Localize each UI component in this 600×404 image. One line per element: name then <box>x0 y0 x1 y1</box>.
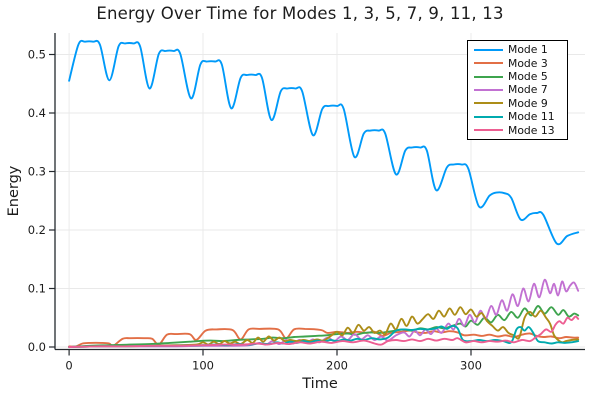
legend-line-sample <box>474 115 503 118</box>
x-tick-label: 100 <box>192 359 214 373</box>
y-tick-label: 0.5 <box>28 48 46 62</box>
x-tick-label: 200 <box>326 359 348 373</box>
legend-item-mode-3: Mode 3 <box>468 57 567 70</box>
legend-label: Mode 11 <box>508 110 555 124</box>
legend-item-mode-7: Mode 7 <box>468 83 567 96</box>
legend-line-sample <box>474 102 503 105</box>
legend: Mode 1 Mode 3 Mode 5 Mode 7 Mode 9 Mode … <box>467 40 568 140</box>
series-line-mode-13 <box>68 315 580 348</box>
legend-label: Mode 9 <box>508 96 548 110</box>
x-axis-label: Time <box>302 376 338 392</box>
legend-item-mode-9: Mode 9 <box>468 97 567 110</box>
y-tick-label: 0.0 <box>28 340 46 354</box>
y-tick-label: 0.1 <box>28 282 46 296</box>
legend-item-mode-11: Mode 11 <box>468 110 567 123</box>
legend-line-sample <box>474 48 503 51</box>
legend-label: Mode 7 <box>508 83 548 97</box>
legend-line-sample <box>474 62 503 65</box>
series-line-mode-9 <box>68 306 580 348</box>
series-line-mode-7 <box>68 278 580 348</box>
chart-title: Energy Over Time for Modes 1, 3, 5, 7, 9… <box>96 4 504 23</box>
series-line-mode-1 <box>68 39 580 246</box>
y-axis: 0.0 0.1 0.2 0.3 0.4 0.5 <box>28 33 56 354</box>
x-tick-label: 300 <box>460 359 482 373</box>
legend-label: Mode 3 <box>508 56 548 70</box>
legend-line-sample <box>474 75 503 78</box>
legend-item-mode-1: Mode 1 <box>468 43 567 56</box>
legend-label: Mode 13 <box>508 123 555 137</box>
x-axis: 0 100 200 300 <box>55 348 585 373</box>
legend-item-mode-5: Mode 5 <box>468 70 567 83</box>
legend-item-mode-13: Mode 13 <box>468 123 567 137</box>
legend-label: Mode 1 <box>508 43 548 57</box>
x-tick-label: 0 <box>65 359 72 373</box>
legend-label: Mode 5 <box>508 70 548 84</box>
legend-line-sample <box>474 88 503 91</box>
y-tick-label: 0.4 <box>28 106 46 120</box>
y-tick-label: 0.3 <box>28 165 46 179</box>
legend-line-sample <box>474 129 503 132</box>
y-tick-label: 0.2 <box>28 223 46 237</box>
